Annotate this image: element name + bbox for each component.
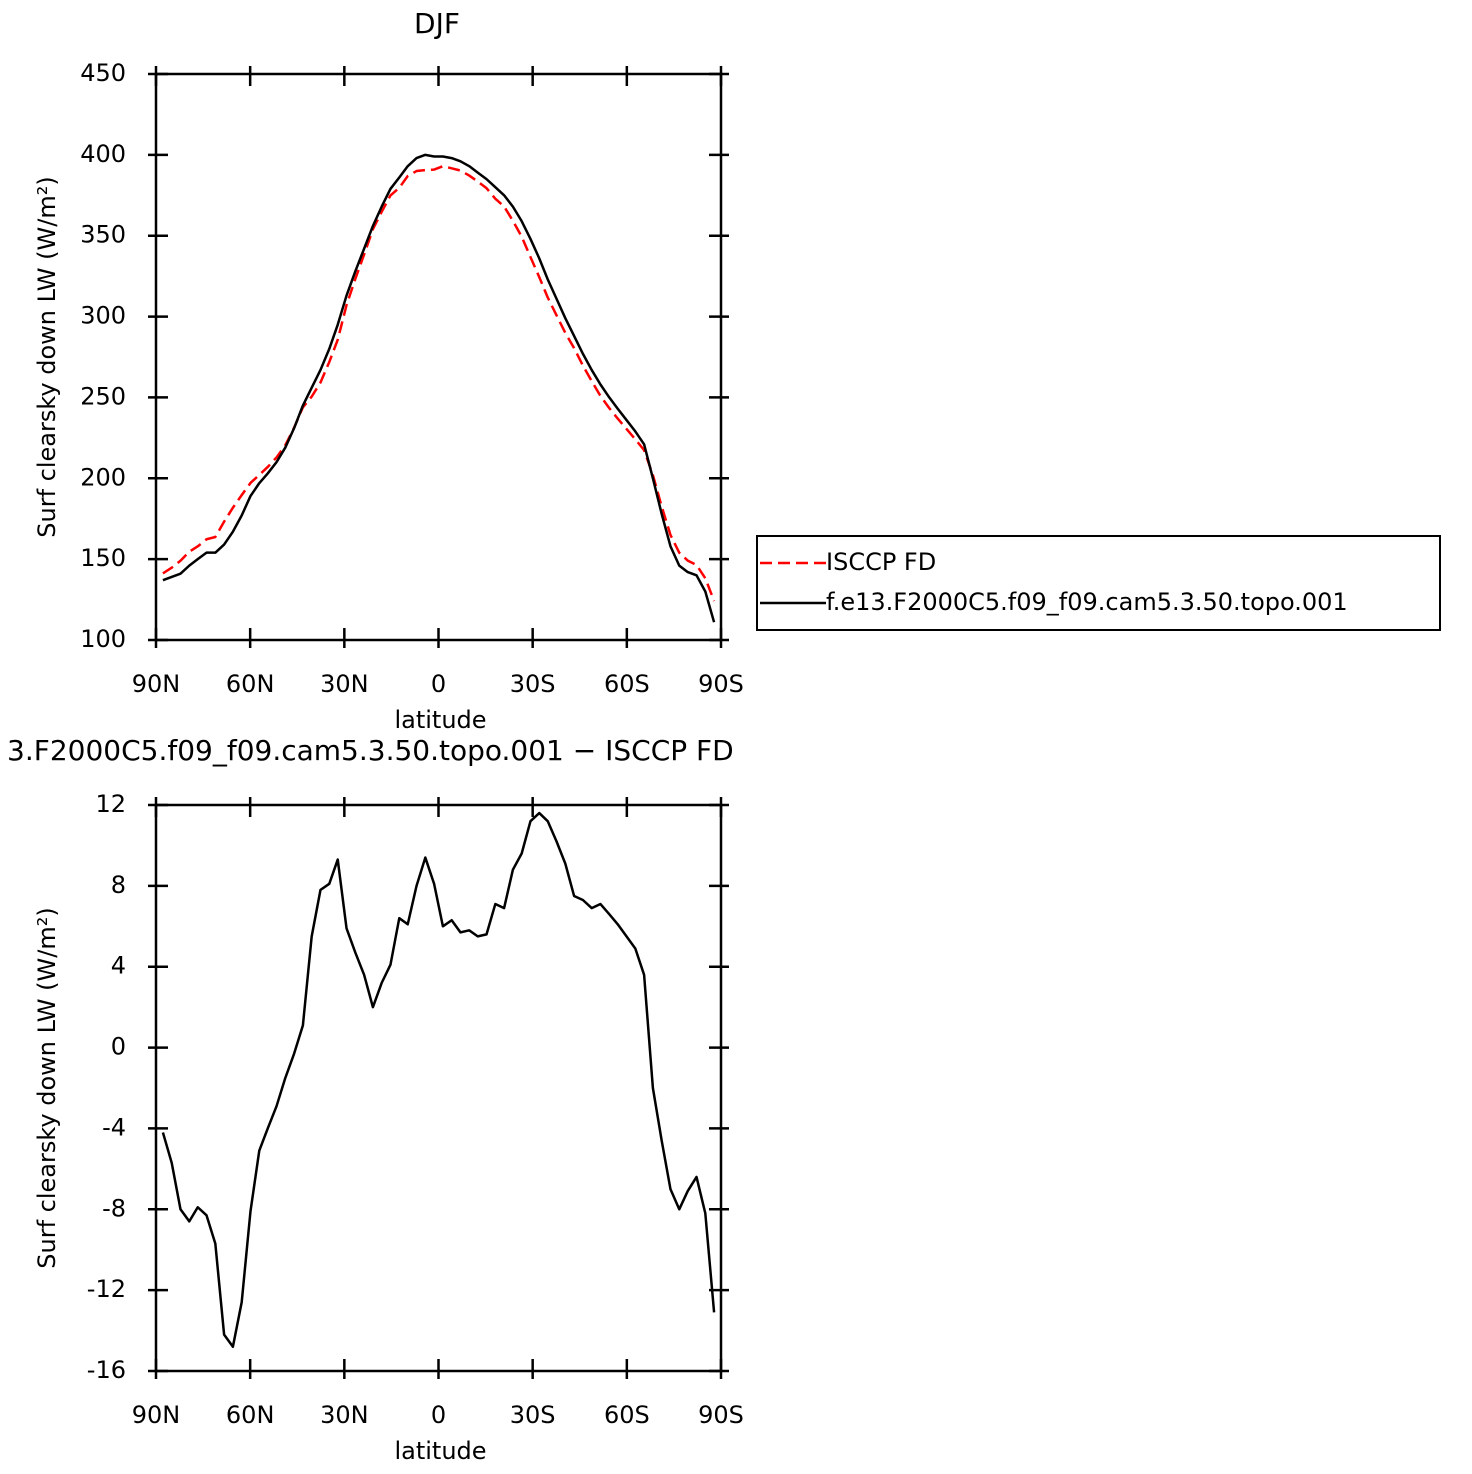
y-tick-label: 12: [95, 790, 126, 818]
plot-frame: [154, 72, 723, 642]
y-tick-label: -8: [102, 1194, 126, 1222]
legend-label: f.e13.F2000C5.f09_f09.cam5.3.50.topo.001: [826, 588, 1348, 616]
y-axis-label: Surf clearsky down LW (W/m²): [33, 176, 61, 537]
legend: ISCCP FD f.e13.F2000C5.f09_f09.cam5.3.50.…: [756, 535, 1441, 631]
y-tick-label: 250: [80, 382, 126, 410]
x-tick-label: 30S: [510, 1401, 556, 1429]
x-tick-label: 60N: [226, 670, 275, 698]
x-tick-label: 90N: [132, 1401, 181, 1429]
y-tick-label: 350: [80, 221, 126, 249]
y-tick-label: 400: [80, 140, 126, 168]
chart-title: DJF: [414, 7, 460, 40]
y-tick-label: -16: [87, 1356, 126, 1384]
x-tick-label: 30N: [320, 1401, 369, 1429]
x-tick-label: 0: [431, 670, 446, 698]
y-tick-label: 300: [80, 302, 126, 330]
y-tick-label: 0: [111, 1033, 126, 1061]
y-tick-label: 100: [80, 625, 126, 653]
y-tick-label: 450: [80, 59, 126, 87]
x-tick-label: 90S: [698, 670, 744, 698]
legend-label: ISCCP FD: [826, 548, 936, 576]
y-tick-label: 200: [80, 463, 126, 491]
data-line: [161, 811, 716, 1348]
y-tick-label: 8: [111, 871, 126, 899]
x-tick-label: 90S: [698, 1401, 744, 1429]
x-axis-label: latitude: [394, 1437, 486, 1465]
y-tick-label: -12: [87, 1275, 126, 1303]
x-tick-label: 30N: [320, 670, 369, 698]
x-tick-label: 60N: [226, 1401, 275, 1429]
chart-title: 3.F2000C5.f09_f09.cam5.3.50.topo.001 − I…: [7, 734, 734, 767]
data-line: [162, 153, 716, 623]
legend-box: [756, 535, 1441, 631]
y-axis-label: Surf clearsky down LW (W/m²): [33, 907, 61, 1268]
data-line: [162, 164, 716, 602]
x-tick-label: 60S: [604, 670, 650, 698]
y-tick-label: 150: [80, 544, 126, 572]
x-tick-label: 30S: [510, 670, 556, 698]
x-tick-label: 60S: [604, 1401, 650, 1429]
y-tick-label: 4: [111, 952, 126, 980]
x-tick-label: 0: [431, 1401, 446, 1429]
x-axis-label: latitude: [394, 706, 486, 734]
plot-frame: [154, 803, 723, 1373]
y-tick-label: -4: [102, 1113, 126, 1141]
x-tick-label: 90N: [132, 670, 181, 698]
